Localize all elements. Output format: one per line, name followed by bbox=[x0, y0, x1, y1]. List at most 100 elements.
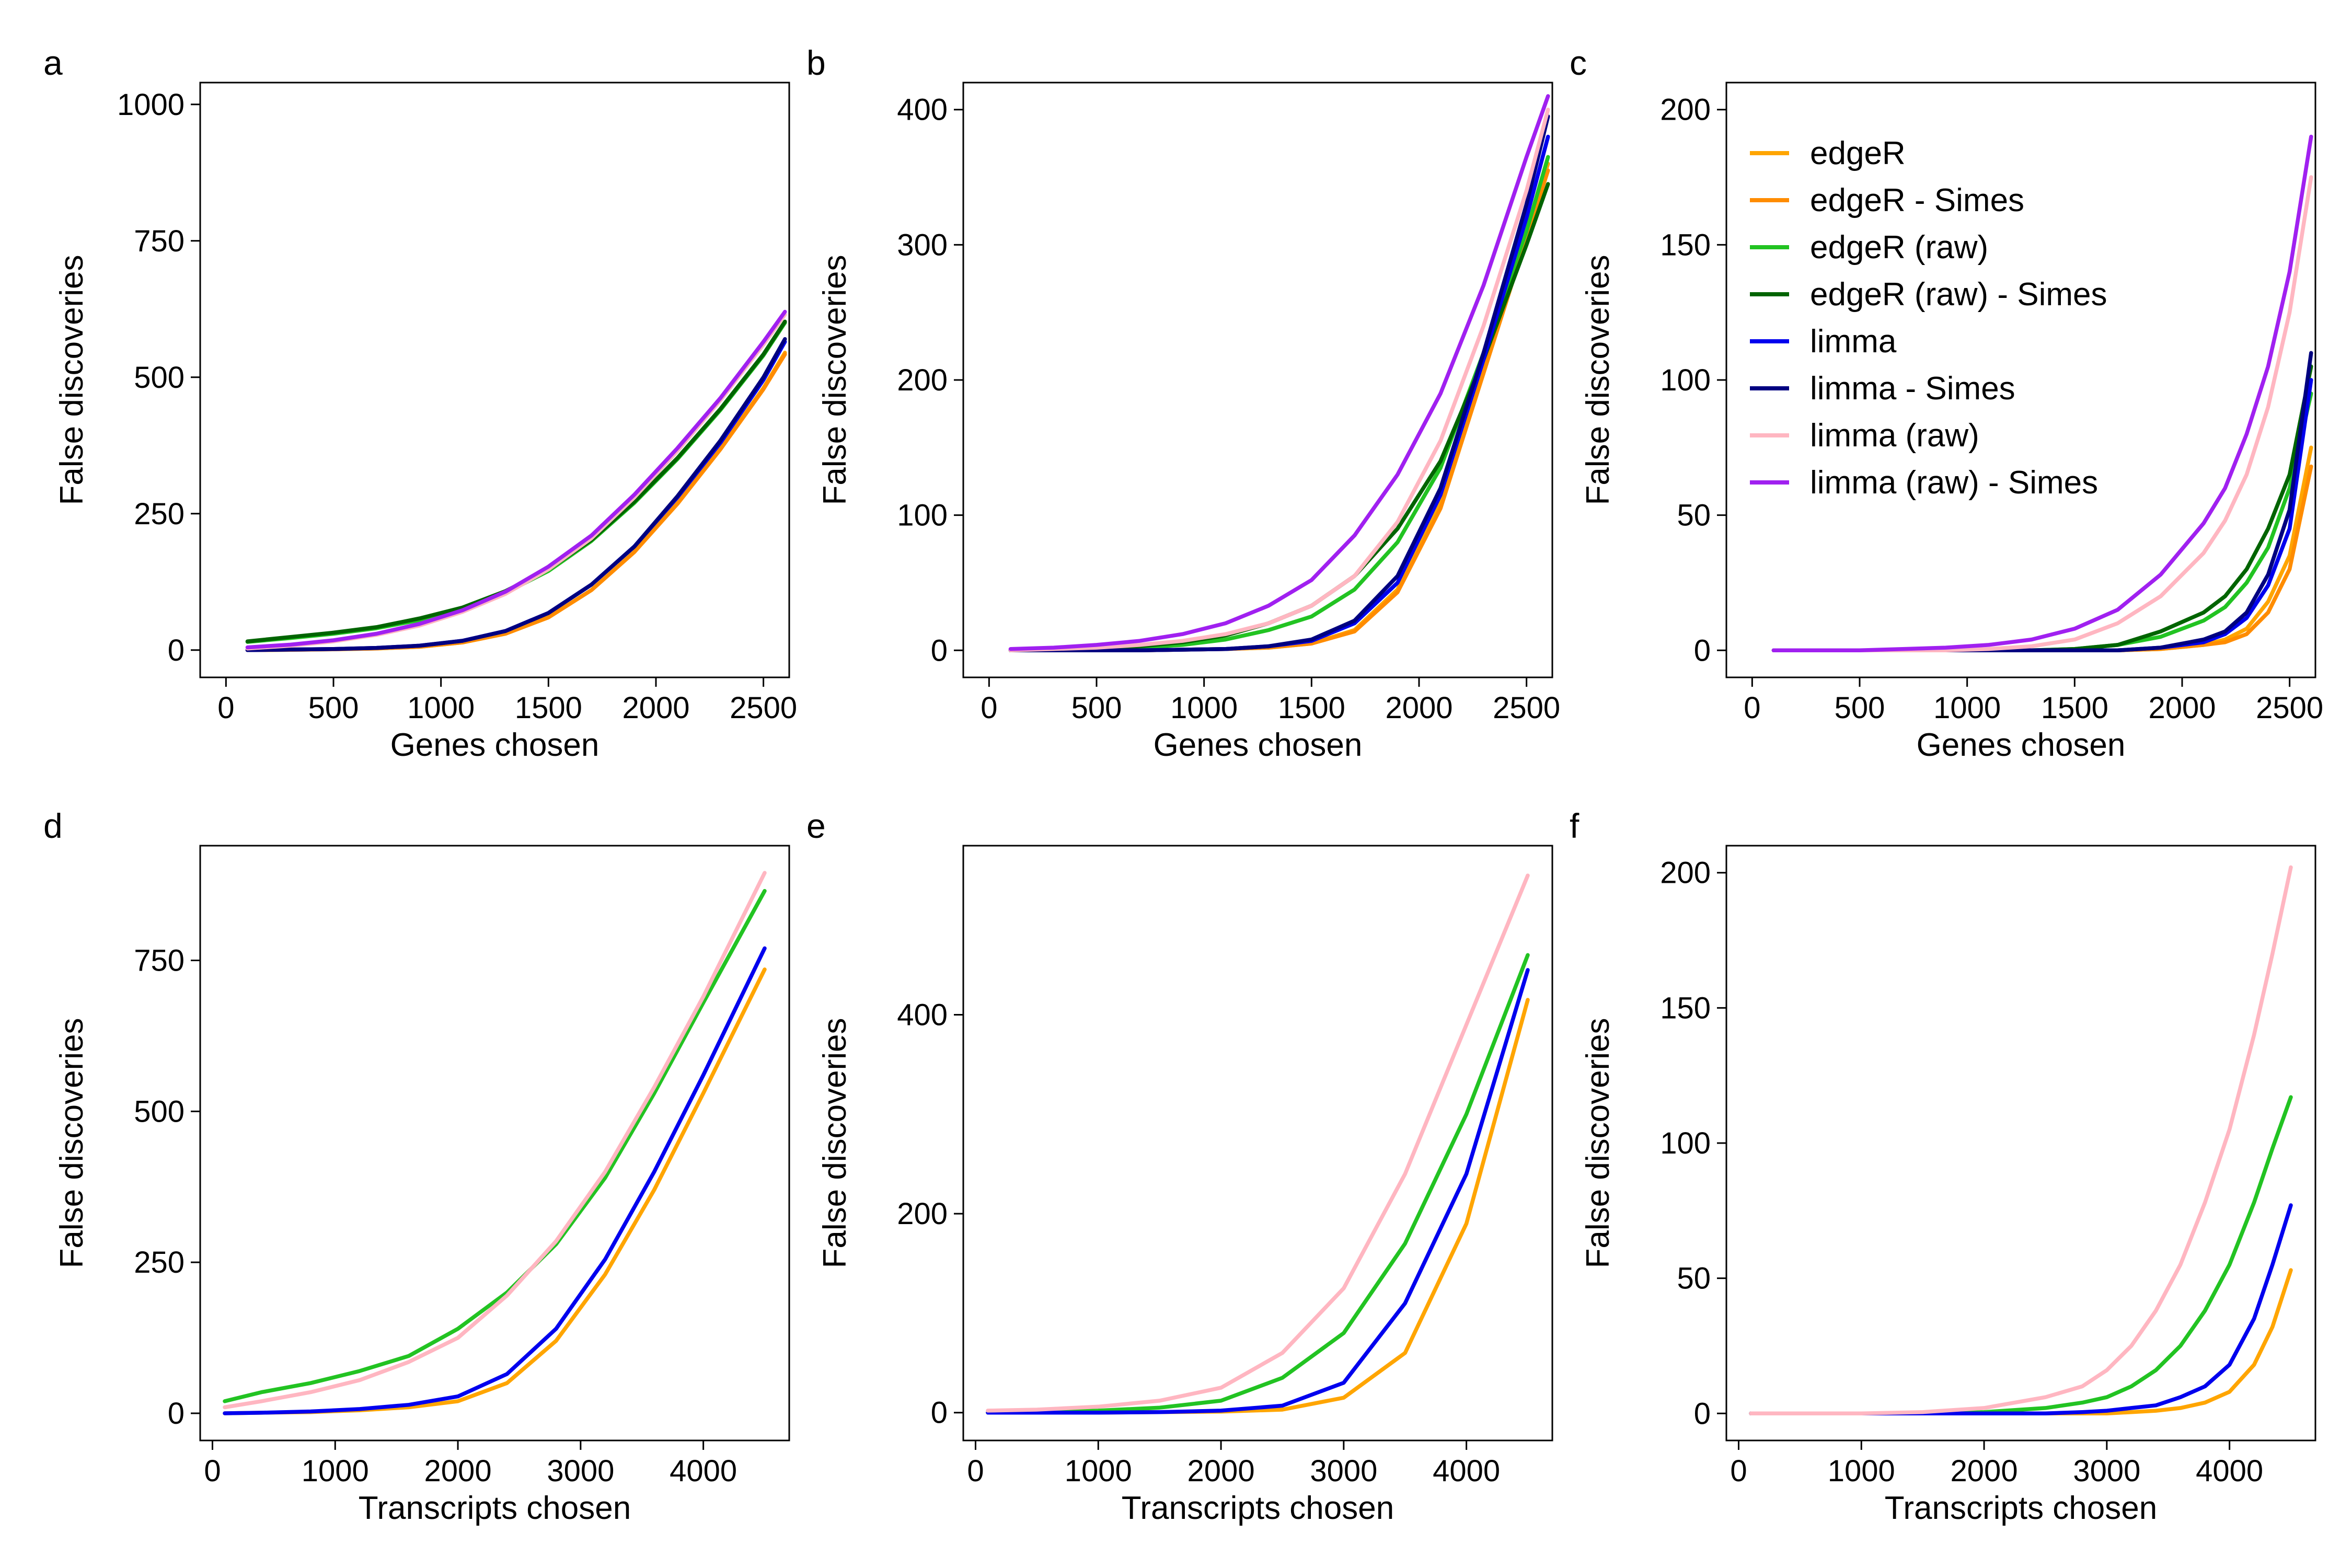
y-tick-label: 100 bbox=[897, 499, 948, 533]
x-tick-label: 3000 bbox=[1310, 1454, 1377, 1488]
series-line-a-edger-simes bbox=[245, 352, 787, 652]
y-tick-label: 200 bbox=[897, 363, 948, 397]
x-tick-label: 2000 bbox=[2148, 691, 2216, 725]
series-line-f-edger-raw bbox=[1749, 1095, 2293, 1416]
y-tick-label: 500 bbox=[134, 1094, 185, 1128]
series-line-a-limma-simes bbox=[245, 337, 787, 652]
legend-label-edger-simes: edgeR - Simes bbox=[1810, 182, 2024, 218]
x-tick-label: 1000 bbox=[302, 1454, 369, 1488]
x-tick-label: 2000 bbox=[622, 691, 689, 725]
y-tick-label: 200 bbox=[1660, 93, 1711, 127]
x-tick-label: 2000 bbox=[1385, 691, 1452, 725]
x-tick-label: 1000 bbox=[1828, 1454, 1895, 1488]
series-line-d-limma bbox=[223, 946, 767, 1415]
y-tick-label: 0 bbox=[1694, 1397, 1711, 1431]
series-line-e-edger-raw bbox=[986, 953, 1530, 1415]
y-tick-label: 250 bbox=[134, 1246, 185, 1279]
x-axis-label: Transcripts chosen bbox=[1885, 1490, 2157, 1526]
legend-label-limma-raw-simes: limma (raw) - Simes bbox=[1810, 465, 2098, 501]
panel-letter-d: d bbox=[43, 806, 63, 845]
x-tick-label: 4000 bbox=[670, 1454, 737, 1488]
plot-frame-d bbox=[199, 845, 790, 1442]
x-axis-label: Genes chosen bbox=[1917, 727, 2126, 763]
x-tick-label: 2500 bbox=[1493, 691, 1560, 725]
y-tick-label: 0 bbox=[1694, 633, 1711, 667]
series-line-a-limma bbox=[245, 340, 787, 652]
plot-frame-f bbox=[1725, 845, 2316, 1442]
y-tick-label: 0 bbox=[168, 1397, 185, 1431]
x-tick-label: 1500 bbox=[1278, 691, 1345, 725]
series-line-d-edger-raw bbox=[223, 889, 767, 1403]
x-tick-label: 0 bbox=[1730, 1454, 1747, 1488]
x-tick-label: 4000 bbox=[1433, 1454, 1500, 1488]
x-tick-label: 2500 bbox=[730, 691, 797, 725]
x-tick-label: 0 bbox=[981, 691, 997, 725]
series-line-a-limma-raw bbox=[245, 312, 787, 651]
x-axis-label: Transcripts chosen bbox=[1122, 1490, 1394, 1526]
x-tick-label: 1500 bbox=[515, 691, 582, 725]
series-line-a-edger-raw-simes bbox=[245, 319, 787, 643]
x-tick-label: 0 bbox=[217, 691, 234, 725]
legend-label-edger: edgeR bbox=[1810, 135, 1906, 171]
legend-label-edger-raw-simes: edgeR (raw) - Simes bbox=[1810, 276, 2107, 313]
x-axis-label: Genes chosen bbox=[1154, 727, 1363, 763]
y-tick-label: 200 bbox=[1660, 856, 1711, 890]
panel-c: c 0 500 1000 1500 2000 2500 0 50 100 150 200 Genes c… bbox=[1570, 43, 2323, 763]
x-tick-label: 0 bbox=[967, 1454, 984, 1488]
series-line-b-limma-raw bbox=[1008, 107, 1550, 653]
y-axis-label: False discoveries bbox=[54, 255, 90, 505]
y-tick-label: 150 bbox=[1660, 228, 1711, 262]
x-tick-label: 1000 bbox=[1170, 691, 1238, 725]
panel-letter-e: e bbox=[806, 806, 826, 845]
y-tick-label: 500 bbox=[134, 361, 185, 395]
y-tick-label: 50 bbox=[1677, 499, 1711, 533]
x-tick-label: 3000 bbox=[547, 1454, 614, 1488]
y-tick-label: 50 bbox=[1677, 1262, 1711, 1296]
y-tick-label: 750 bbox=[134, 944, 185, 978]
y-tick-label: 0 bbox=[168, 633, 185, 667]
panel-b: b 0 500 1000 1500 2000 2500 0 100 200 300 400 Genes … bbox=[806, 43, 1560, 763]
x-tick-label: 500 bbox=[308, 691, 359, 725]
plot-frame-e bbox=[962, 845, 1553, 1442]
y-axis-label: False discoveries bbox=[54, 1018, 90, 1269]
panel-a: a0 500 1000 1500 2000 250002505007501000Genes… bbox=[43, 43, 797, 763]
x-tick-label: 1000 bbox=[407, 691, 475, 725]
y-tick-label: 250 bbox=[134, 497, 185, 531]
y-tick-label: 400 bbox=[897, 998, 948, 1032]
panel-letter-f: f bbox=[1570, 806, 1579, 845]
panel-letter-c: c bbox=[1570, 43, 1587, 82]
series-line-a-edger bbox=[245, 351, 787, 652]
y-axis-label: False discoveries bbox=[1580, 255, 1616, 505]
x-tick-label: 1500 bbox=[2041, 691, 2108, 725]
x-tick-label: 0 bbox=[1744, 691, 1760, 725]
panel-letter-b: b bbox=[806, 43, 826, 82]
series-line-b-limma-raw-simes bbox=[1008, 94, 1550, 651]
series-line-a-limma-raw-simes bbox=[245, 309, 787, 650]
legend-label-limma: limma bbox=[1810, 324, 1897, 360]
y-tick-label: 1000 bbox=[117, 88, 185, 122]
series-line-a-edger-raw bbox=[245, 320, 787, 644]
panel-letter-a: a bbox=[43, 43, 63, 82]
series-line-b-limma-simes bbox=[1008, 114, 1550, 653]
x-tick-label: 2000 bbox=[1187, 1454, 1255, 1488]
y-tick-label: 400 bbox=[897, 93, 948, 127]
x-tick-label: 500 bbox=[1835, 691, 1885, 725]
x-tick-label: 2000 bbox=[1951, 1454, 2018, 1488]
series-line-e-limma-raw bbox=[986, 873, 1530, 1413]
series-line-e-edger bbox=[986, 998, 1530, 1415]
panel-e: e 0 1000 2000 3000 4000 0 200 400 Transcripts cho… bbox=[806, 806, 1553, 1526]
legend: edgeR edgeR - Simes edgeR (raw) edgeR (raw)… bbox=[1750, 135, 2107, 501]
y-tick-label: 100 bbox=[1660, 363, 1711, 397]
series-line-d-limma-raw bbox=[223, 871, 767, 1410]
series-line-f-limma-raw bbox=[1749, 865, 2293, 1416]
x-tick-label: 1000 bbox=[1065, 1454, 1132, 1488]
series-line-e-limma bbox=[986, 968, 1530, 1415]
series-line-f-limma bbox=[1749, 1203, 2293, 1416]
series-line-c-limma-raw-simes bbox=[1771, 134, 2313, 653]
y-axis-label: False discoveries bbox=[817, 255, 853, 505]
y-tick-label: 750 bbox=[134, 224, 185, 258]
y-axis-label: False discoveries bbox=[817, 1018, 853, 1269]
x-tick-label: 3000 bbox=[2073, 1454, 2140, 1488]
x-tick-label: 1000 bbox=[1933, 691, 2001, 725]
